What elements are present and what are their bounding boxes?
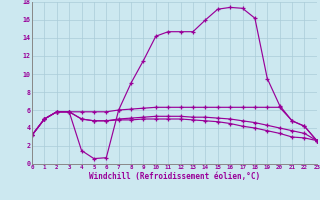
X-axis label: Windchill (Refroidissement éolien,°C): Windchill (Refroidissement éolien,°C) [89,172,260,181]
